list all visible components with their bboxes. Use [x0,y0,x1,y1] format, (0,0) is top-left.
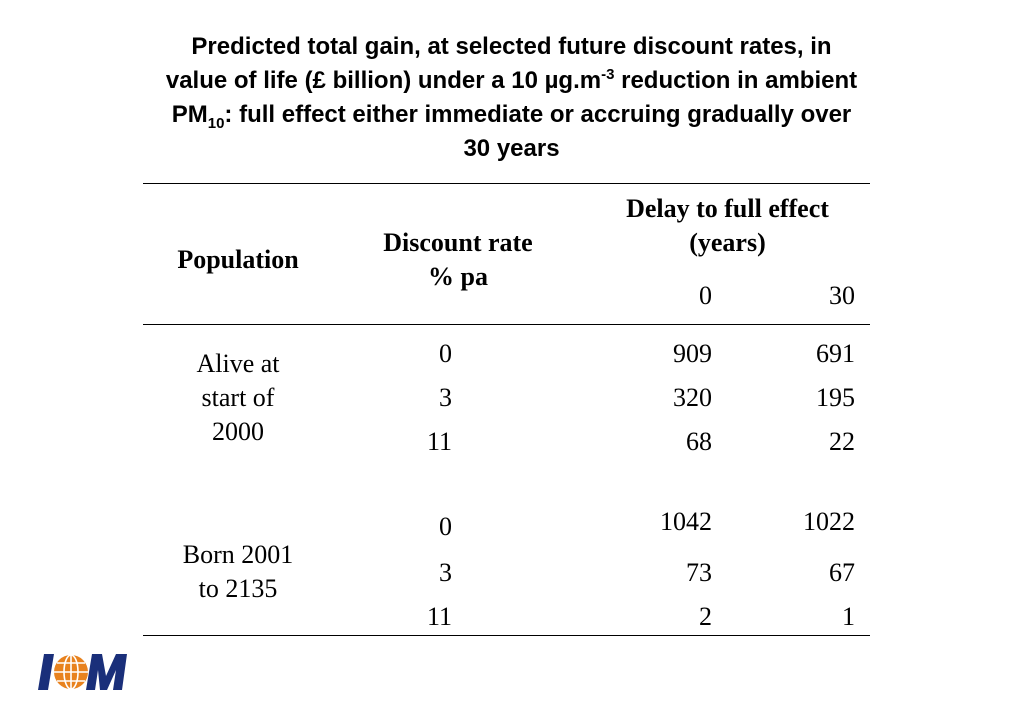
rate-cell: 11 [426,427,452,456]
logo-letter-m [86,654,127,690]
delay-30-cell: 1 [842,602,855,631]
logo-letter-i [38,654,54,690]
delay-0-cell: 2 [699,602,712,631]
header-discount-rate: Discount rate % pa [383,228,533,291]
delay-0-cell: 1042 [660,507,712,536]
title-line-1: Predicted total gain, at selected future… [191,33,832,60]
delay-30-cell: 67 [829,558,855,587]
rate-cell: 3 [439,383,452,412]
slide-title: Predicted total gain, at selected future… [60,30,963,166]
rate-cell: 11 [426,602,452,631]
table-bottom-rule [143,635,870,636]
delay-30-cell: 1022 [803,507,855,536]
rate-cell: 0 [439,339,452,368]
rate-cell: 0 [439,512,452,541]
globe-icon [54,654,88,690]
delay-30-cell: 195 [816,383,855,412]
header-delay: Delay to full effect (years) [626,194,829,257]
header-population: Population [177,245,299,274]
delay-30-cell: 22 [829,427,855,456]
rate-cell: 3 [439,558,452,587]
title-line-2: value of life (£ billion) under a 10 µg.… [165,66,858,94]
population-alive-2000: Alive at start of 2000 [196,349,280,446]
population-born-2001-2135: Born 2001 to 2135 [182,540,294,603]
delay-0-cell: 909 [673,339,712,368]
title-line-4: 30 years [463,135,560,162]
delay-30-cell: 691 [816,339,855,368]
header-delay-30: 30 [829,281,855,310]
iom-logo [38,654,127,690]
delay-0-cell: 320 [673,383,712,412]
title-line-3: PM10: full effect either immediate or ac… [171,101,852,132]
header-delay-0: 0 [699,281,712,310]
table-header-rule [143,324,870,325]
delay-0-cell: 73 [686,558,712,587]
table-top-rule [143,183,870,184]
delay-0-cell: 68 [686,427,712,456]
